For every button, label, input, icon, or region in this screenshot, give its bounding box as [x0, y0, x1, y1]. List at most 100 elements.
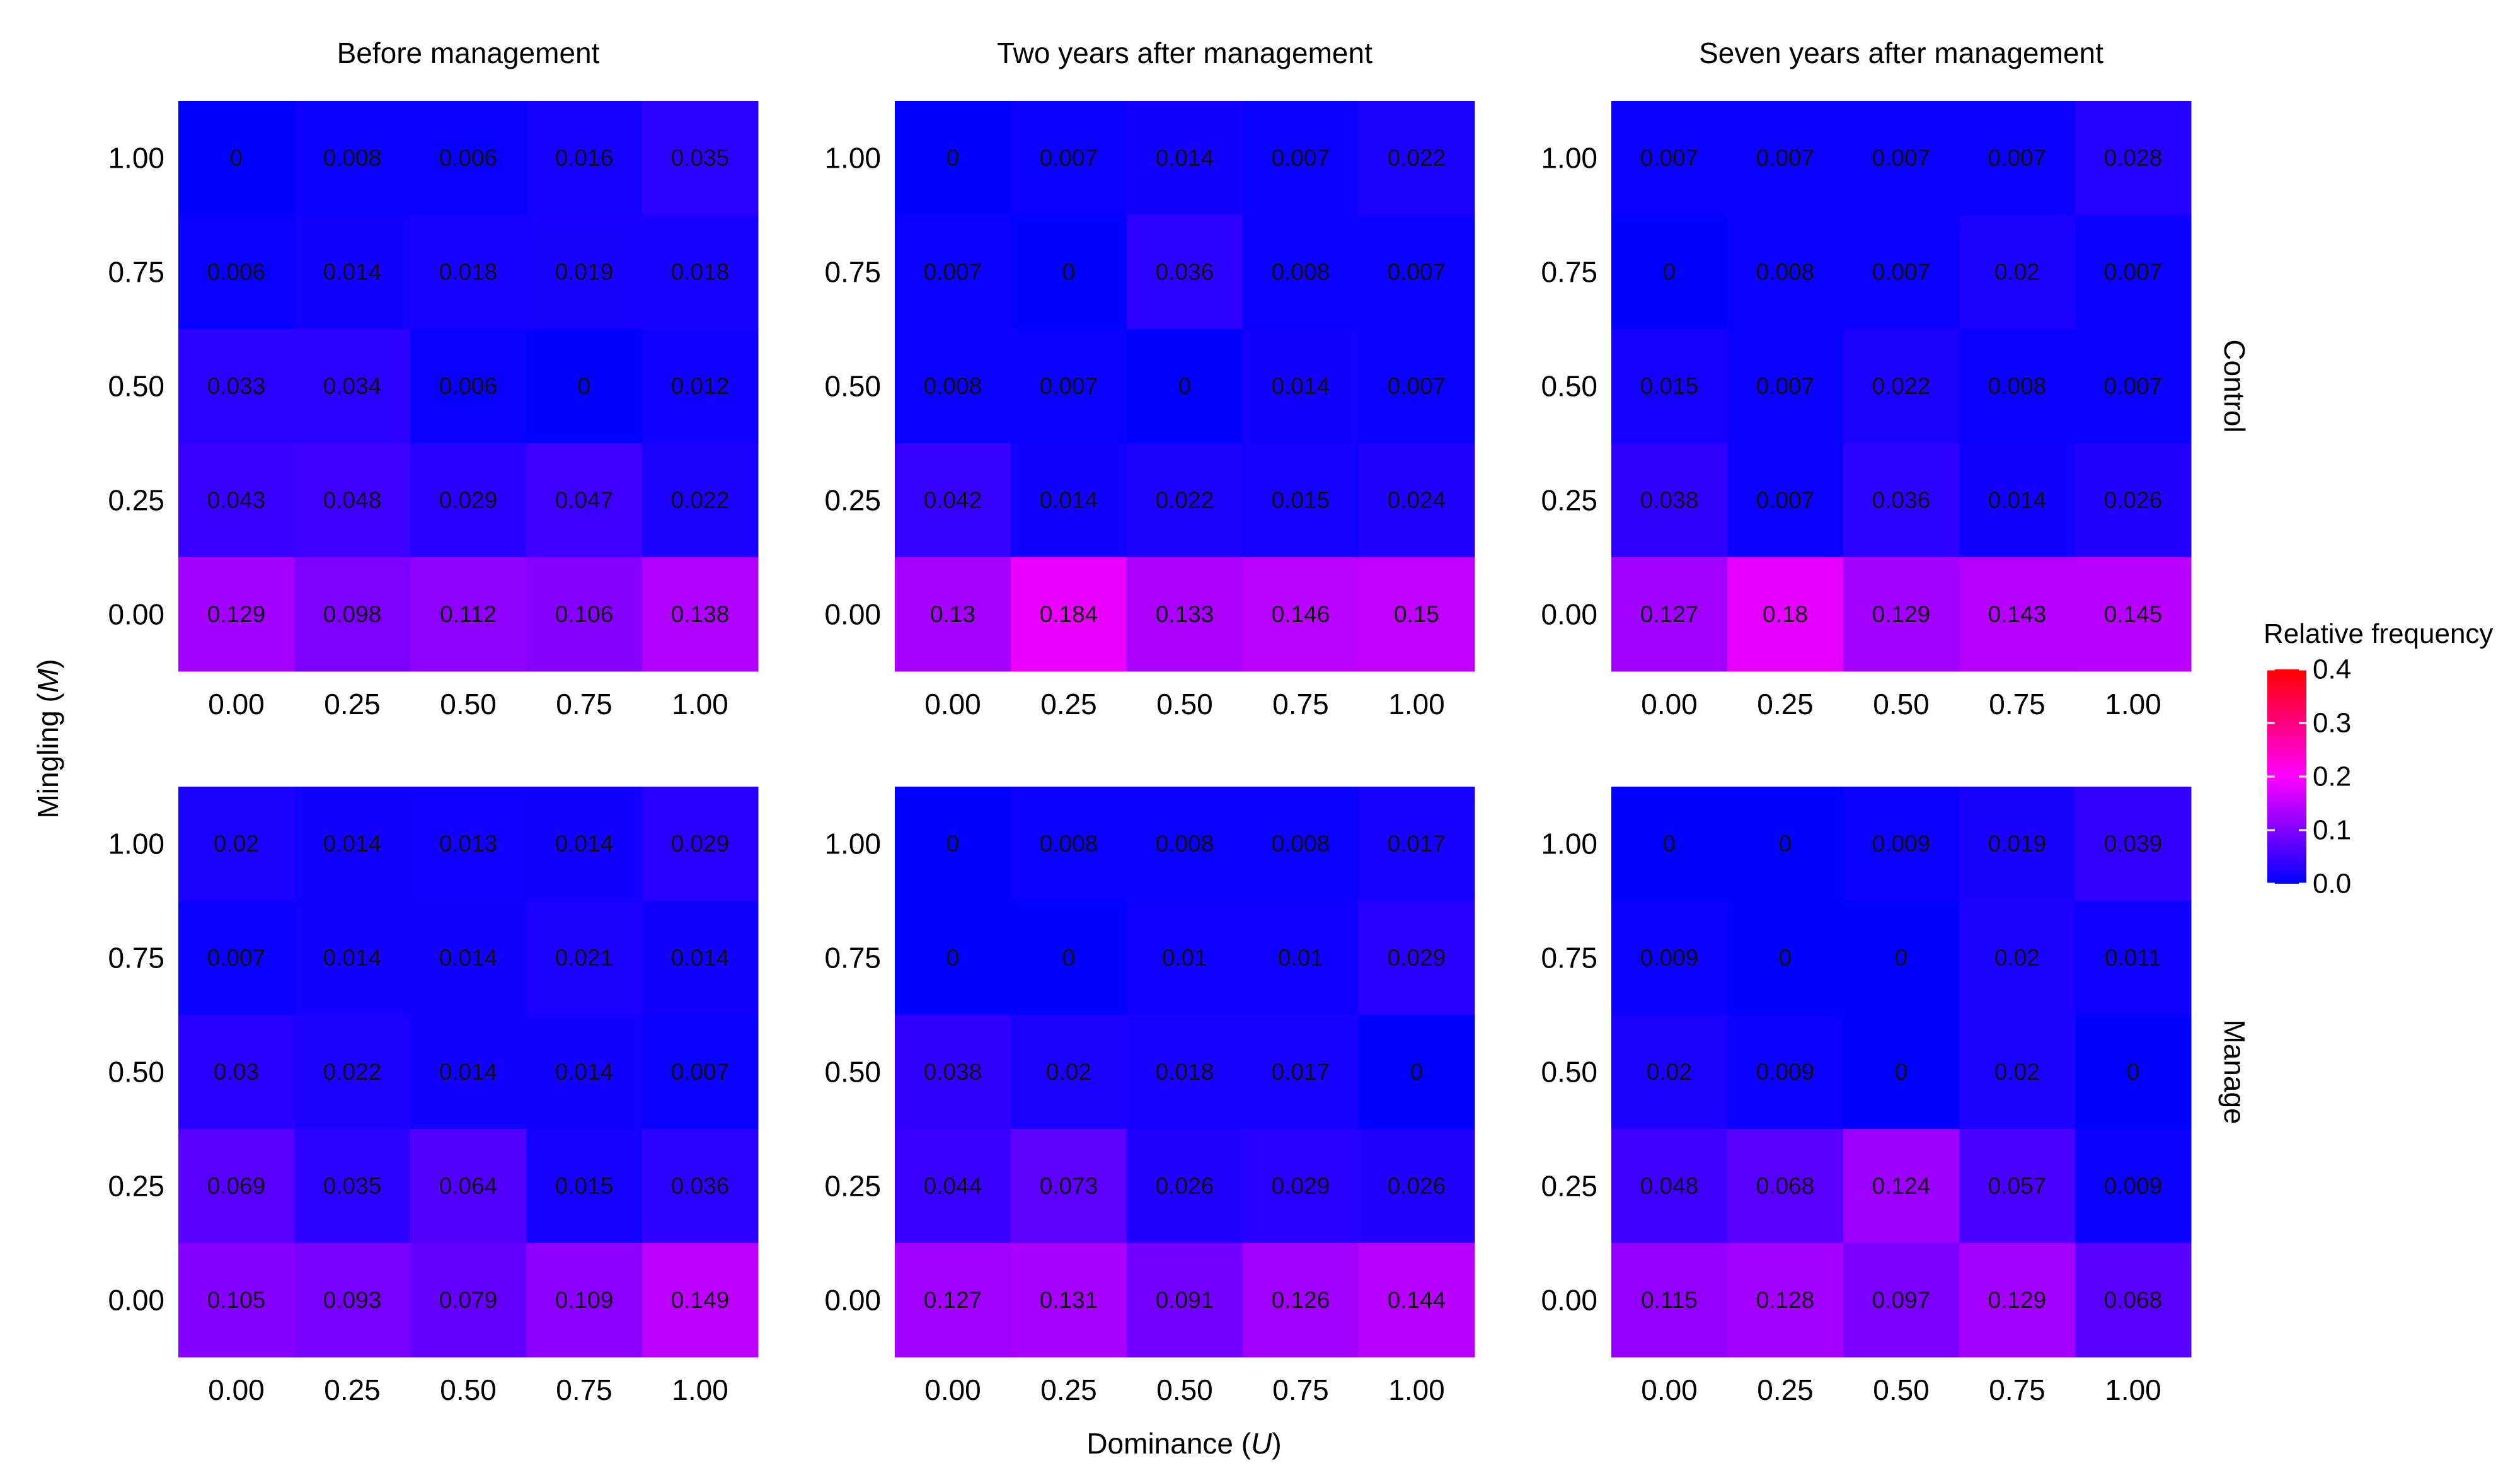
heatmap-cell: [1127, 215, 1243, 330]
cell-value-label: 0: [1062, 259, 1076, 285]
cell-value-label: 0.009: [2104, 1173, 2163, 1199]
heatmap-cell: [642, 215, 759, 330]
cell-value-label: 0.034: [323, 373, 382, 399]
heatmap-cell: [1359, 1015, 1475, 1130]
cell-value-label: 0.014: [439, 945, 498, 971]
heatmap-cell: [526, 901, 643, 1015]
cell-value-label: 0.022: [1872, 373, 1931, 399]
cell-value-label: 0.007: [1040, 373, 1098, 399]
cell-value-label: 0.029: [1388, 945, 1446, 971]
cell-value-label: 0: [1410, 1059, 1424, 1085]
cell-value-label: 0: [1062, 945, 1076, 971]
cell-value-label: 0.115: [1641, 1287, 1698, 1313]
x-tick-label: 0.00: [208, 688, 265, 720]
heatmap-cell: [1011, 215, 1127, 330]
y-tick-label: 0.25: [1541, 1170, 1597, 1203]
cell-value-label: 0.007: [1272, 145, 1330, 171]
heatmap-cell: [1727, 787, 1844, 901]
heatmap-cell: [642, 1243, 759, 1358]
heatmap-panel: 0 0.008 0.006 0.016 0.035 0.006 0.014 0.018 0.01…: [108, 101, 759, 720]
heatmap-cell: [178, 443, 295, 558]
y-axis-label: Mingling (M): [32, 659, 64, 818]
cell-value-label: 0.133: [1156, 601, 1214, 627]
cell-value-label: 0.097: [1872, 1287, 1931, 1313]
heatmap-cell: [1959, 787, 2076, 901]
cell-value-label: 0.033: [207, 373, 266, 399]
x-tick-label: 0.75: [1989, 688, 2045, 720]
cell-value-label: 0.014: [1156, 145, 1214, 171]
heatmap-cell: [1843, 443, 1960, 558]
cell-value-label: 0.073: [1040, 1173, 1098, 1199]
cell-value-label: 0.112: [440, 601, 497, 627]
cell-value-label: 0.028: [2104, 145, 2163, 171]
cell-value-label: 0.02: [214, 831, 259, 857]
heatmap-cell: [1359, 101, 1475, 216]
heatmap-cell: [1959, 1129, 2076, 1244]
x-tick-label: 0.75: [1989, 1373, 2045, 1406]
heatmap-cell: [1843, 901, 1960, 1015]
heatmap-cell: [1011, 1129, 1127, 1244]
heatmap-cell: [1843, 1015, 1960, 1130]
cell-value-label: 0.128: [1756, 1287, 1815, 1313]
y-tick-label: 1.00: [108, 828, 164, 860]
heatmap-cell: [178, 1015, 295, 1130]
heatmap-cell: [1611, 1015, 1728, 1130]
cell-value-label: 0.02: [1994, 259, 2040, 285]
heatmap-cell: [1011, 901, 1127, 1015]
cell-value-label: 0.109: [555, 1287, 614, 1313]
heatmap-cell: [2075, 901, 2192, 1015]
cell-value-label: 0.008: [1272, 259, 1330, 285]
y-tick-label: 0.25: [108, 484, 164, 517]
cell-value-label: 0.008: [323, 145, 382, 171]
cell-value-label: 0.018: [671, 259, 730, 285]
x-tick-label: 0.50: [1873, 688, 1930, 720]
colorbar-tick-label: 0.2: [2313, 761, 2351, 792]
cell-value-label: 0.047: [555, 487, 614, 513]
cell-value-label: 0.124: [1872, 1173, 1931, 1199]
column-title: Seven years after management: [1699, 37, 2103, 69]
heatmap-cell: [1727, 901, 1844, 1015]
cell-value-label: 0.007: [1756, 145, 1815, 171]
cell-value-label: 0: [1779, 945, 1792, 971]
cell-value-label: 0.126: [1272, 1287, 1330, 1313]
heatmap-cell: [1011, 101, 1127, 216]
colorbar: Relative frequency 0.4 0.3 0.2 0.1 0.0: [2264, 618, 2493, 899]
cell-value-label: 0.007: [1872, 145, 1931, 171]
y-tick-label: 0.50: [824, 1056, 881, 1089]
y-tick-label: 0.00: [108, 1284, 164, 1317]
cell-value-label: 0.098: [323, 601, 382, 627]
heatmap-cell: [294, 215, 411, 330]
heatmap-cell: [410, 787, 527, 901]
heatmap-cell: [1243, 1243, 1359, 1358]
heatmap-cell: [178, 787, 295, 901]
cell-value-label: 0.022: [671, 487, 730, 513]
y-tick-label: 0.75: [108, 256, 164, 289]
cell-value-label: 0.035: [323, 1173, 382, 1199]
cell-value-label: 0.18: [1763, 601, 1808, 627]
cell-value-label: 0.131: [1040, 1287, 1098, 1313]
heatmap-cell: [1359, 443, 1475, 558]
heatmap-cell: [294, 1243, 411, 1358]
heatmap-cell: [526, 101, 643, 216]
cell-value-label: 0.03: [214, 1059, 259, 1085]
column-title: Two years after management: [997, 37, 1372, 69]
heatmap-cell: [1727, 329, 1844, 444]
heatmap-cell: [895, 557, 1011, 672]
y-tick-label: 0.50: [824, 370, 881, 403]
cell-value-label: 0: [1663, 831, 1676, 857]
cell-value-label: 0.019: [555, 259, 614, 285]
cell-value-label: 0.014: [439, 1059, 498, 1085]
heatmap-cell: [1127, 329, 1243, 444]
heatmap-cell: [1843, 787, 1960, 901]
cell-value-label: 0: [946, 831, 960, 857]
cell-value-label: 0.007: [1756, 487, 1815, 513]
cell-value-label: 0.144: [1388, 1287, 1446, 1313]
heatmap-cell: [2075, 215, 2192, 330]
cell-value-label: 0.022: [1156, 487, 1214, 513]
heatmap-cell: [1727, 215, 1844, 330]
cell-value-label: 0.014: [323, 259, 382, 285]
y-tick-label: 1.00: [1541, 142, 1597, 175]
heatmap-cell: [895, 1129, 1011, 1244]
cell-value-label: 0.007: [671, 1059, 730, 1085]
heatmap-cell: [642, 787, 759, 901]
